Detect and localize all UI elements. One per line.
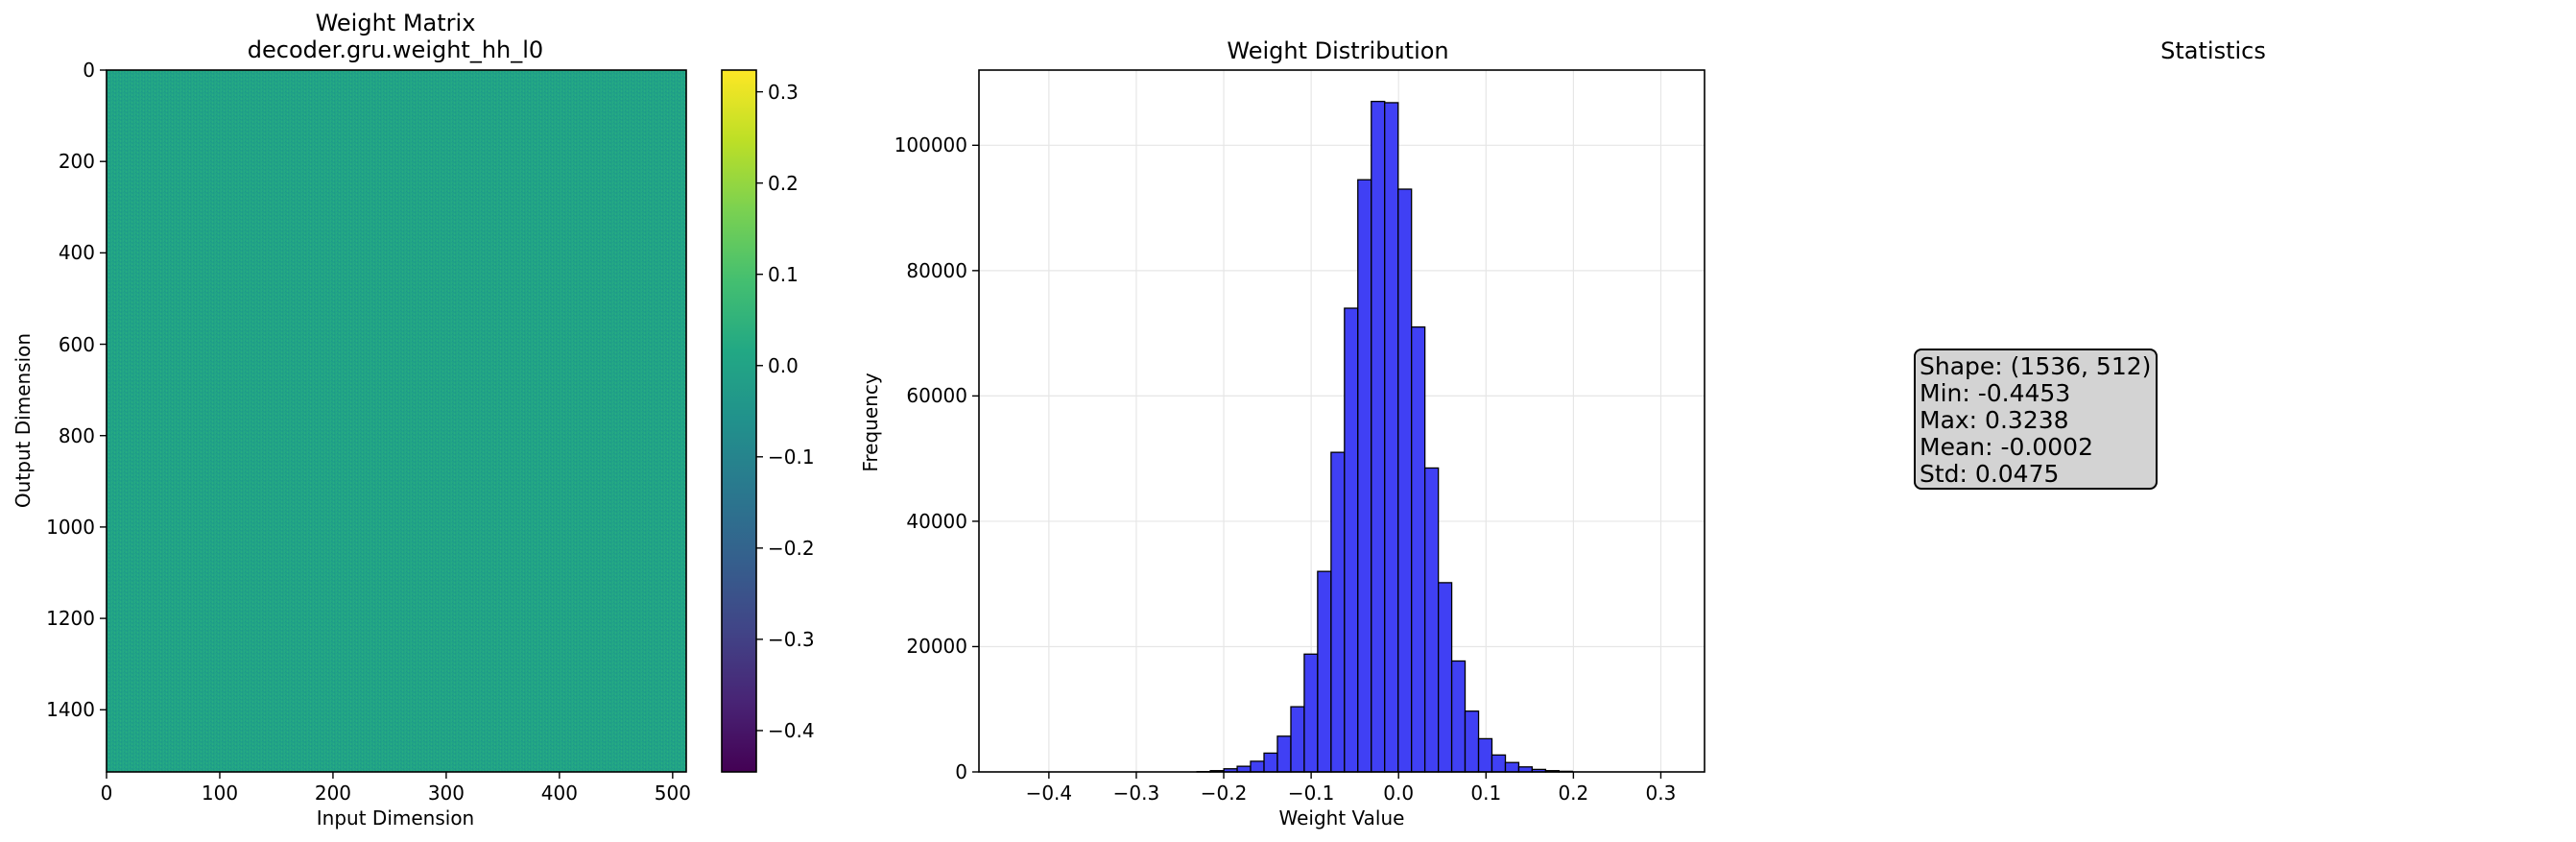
histogram-xtick-label: 0.0 — [1383, 782, 1415, 805]
histogram-ytick-label: 100000 — [894, 133, 967, 157]
histogram-bar — [1317, 570, 1332, 773]
heatmap-ytick-label: 800 — [58, 423, 95, 447]
histogram-bar — [1263, 752, 1278, 773]
histogram-bar — [1384, 102, 1399, 773]
histogram-xtick-label: 0.2 — [1558, 782, 1589, 805]
histogram-xtick-label: −0.3 — [1112, 782, 1160, 805]
heatmap-xtick-label: 400 — [540, 782, 578, 805]
colorbar-tick-label: −0.3 — [768, 627, 815, 651]
histogram-bar — [1330, 451, 1346, 773]
histogram-bar — [1423, 467, 1440, 773]
histogram-xtick-label: −0.1 — [1287, 782, 1335, 805]
histogram-frame — [978, 69, 1705, 773]
heatmap-xlabel: Input Dimension — [316, 806, 475, 830]
histogram-ytick-label: 40000 — [906, 509, 967, 533]
histogram-bar — [1397, 188, 1413, 773]
histogram-xtick-label: 0.1 — [1470, 782, 1502, 805]
histogram-ytick-label: 20000 — [906, 635, 967, 659]
heatmap-ytick-label: 1400 — [46, 698, 95, 722]
histogram-bar — [1303, 653, 1319, 773]
histogram-bar — [1450, 660, 1467, 773]
histogram-bar — [1236, 765, 1252, 773]
heatmap-xtick-label: 200 — [314, 782, 352, 805]
heatmap-ytick-label: 400 — [58, 241, 95, 265]
colorbar-tick-label: −0.4 — [768, 718, 815, 742]
heatmap-title: Weight Matrix decoder.gru.weight_hh_l0 — [248, 10, 543, 63]
histogram-xlabel: Weight Value — [1278, 806, 1405, 830]
histogram-bar — [1371, 100, 1386, 773]
heatmap-xtick-label: 500 — [654, 782, 691, 805]
stats-shape: Shape: (1536, 512) — [1920, 352, 2152, 380]
colorbar-tick-label: −0.2 — [768, 536, 815, 560]
histogram-ytick-label: 80000 — [906, 258, 967, 282]
histogram-bar — [1357, 179, 1372, 773]
histogram-xtick-label: −0.4 — [1025, 782, 1073, 805]
histogram-bar — [1290, 706, 1305, 773]
histogram-bar — [1491, 754, 1507, 773]
colorbar-tick-label: 0.2 — [768, 171, 799, 195]
heatmap-image — [106, 69, 687, 773]
colorbar — [721, 69, 757, 773]
histogram-xtick-label: −0.2 — [1200, 782, 1248, 805]
heatmap-ytick-label: 1200 — [46, 607, 95, 631]
heatmap-ytick-label: 200 — [58, 150, 95, 174]
histogram-bar — [1477, 737, 1493, 773]
histogram-xtick-label: 0.3 — [1645, 782, 1677, 805]
colorbar-tick-label: 0.1 — [768, 262, 799, 286]
heatmap-subtitle-line: decoder.gru.weight_hh_l0 — [247, 36, 544, 63]
heatmap-ytick-label: 0 — [83, 59, 95, 82]
stats-min: Min: -0.4453 — [1920, 379, 2071, 407]
heatmap-xtick-label: 300 — [427, 782, 465, 805]
colorbar-tick-label: 0.0 — [768, 353, 799, 377]
heatmap-ytick-label: 600 — [58, 332, 95, 356]
statistics-title: Statistics — [2160, 37, 2266, 64]
heatmap-xtick-label: 100 — [201, 782, 239, 805]
heatmap-ytick-label: 1000 — [46, 515, 95, 539]
statistics-box: Shape: (1536, 512) Min: -0.4453 Max: 0.3… — [1914, 349, 2158, 490]
histogram-bar — [1344, 307, 1359, 773]
histogram-bar — [1411, 325, 1426, 773]
heatmap-title-line: Weight Matrix — [315, 10, 476, 36]
histogram-ylabel: Frequency — [859, 373, 882, 472]
histogram-title: Weight Distribution — [1227, 37, 1449, 64]
histogram-bar — [1276, 735, 1292, 773]
heatmap-xtick-label: 0 — [100, 782, 113, 805]
stats-max: Max: 0.3238 — [1920, 406, 2069, 434]
colorbar-tick-label: 0.3 — [768, 80, 799, 104]
stats-mean: Mean: -0.0002 — [1920, 433, 2093, 461]
histogram-bar — [1250, 760, 1265, 773]
colorbar-tick-label: −0.1 — [768, 445, 815, 469]
histogram-ytick-label: 60000 — [906, 384, 967, 408]
stats-std: Std: 0.0475 — [1920, 460, 2060, 488]
histogram-bar — [1437, 582, 1453, 773]
histogram-bar — [1464, 710, 1480, 773]
histogram-ytick-label: 0 — [955, 760, 967, 783]
histogram-bar — [1504, 761, 1520, 773]
